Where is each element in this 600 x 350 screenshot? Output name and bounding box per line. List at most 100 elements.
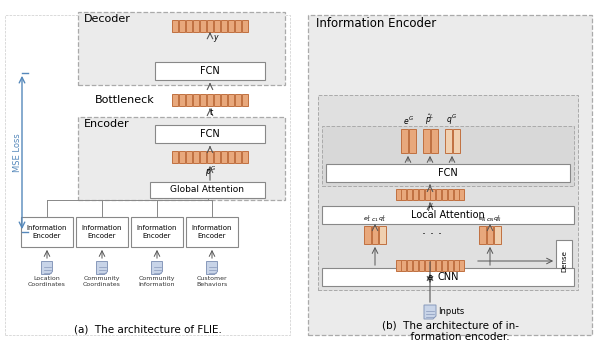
Bar <box>454 189 458 199</box>
Bar <box>318 95 578 290</box>
Bar <box>207 20 213 32</box>
Bar <box>228 20 234 32</box>
Bar <box>214 94 220 106</box>
Bar <box>242 20 248 32</box>
Text: $\hat{p}^L$: $\hat{p}^L$ <box>425 113 435 127</box>
Bar <box>155 125 265 143</box>
Bar <box>214 151 220 163</box>
Bar <box>379 226 386 244</box>
Bar <box>413 259 418 271</box>
Text: Information
Encoder: Information Encoder <box>27 225 67 238</box>
Text: Dense: Dense <box>561 250 567 272</box>
Bar <box>5 15 290 335</box>
Bar <box>235 94 241 106</box>
Bar <box>207 94 213 106</box>
Bar <box>78 117 285 200</box>
Text: $q^G$: $q^G$ <box>446 113 458 127</box>
Bar <box>326 164 570 182</box>
Bar <box>419 189 424 199</box>
Bar <box>186 217 238 247</box>
Text: (a)  The architecture of FLIE.: (a) The architecture of FLIE. <box>74 325 222 335</box>
Polygon shape <box>41 261 53 274</box>
Bar <box>172 151 178 163</box>
Bar <box>200 151 206 163</box>
Bar <box>436 189 441 199</box>
Bar <box>221 151 227 163</box>
Text: $c_1$: $c_1$ <box>371 216 379 224</box>
Bar <box>448 259 453 271</box>
Text: MSE Loss: MSE Loss <box>13 133 22 172</box>
Text: Community
Coordinates: Community Coordinates <box>83 276 121 287</box>
Bar <box>425 259 430 271</box>
Bar <box>179 94 185 106</box>
Polygon shape <box>151 261 163 274</box>
Bar <box>228 151 234 163</box>
Text: (b)  The architecture of in-
      formation encoder.: (b) The architecture of in- formation en… <box>382 320 518 342</box>
Text: $p^G$: $p^G$ <box>205 165 217 180</box>
Text: FCN: FCN <box>200 66 220 76</box>
Bar <box>430 189 436 199</box>
Bar <box>242 151 248 163</box>
Bar <box>364 226 371 244</box>
Bar <box>452 129 460 153</box>
Text: Bottleneck: Bottleneck <box>95 95 155 105</box>
Polygon shape <box>97 261 107 274</box>
Bar <box>207 151 213 163</box>
Bar <box>407 189 412 199</box>
Bar <box>422 129 430 153</box>
Text: $r^L$: $r^L$ <box>427 202 435 215</box>
Bar <box>235 20 241 32</box>
Bar <box>431 129 437 153</box>
Text: · · ·: · · · <box>422 229 443 241</box>
Bar <box>186 151 192 163</box>
Bar <box>235 151 241 163</box>
Text: Decoder: Decoder <box>84 14 131 24</box>
Text: $e^G$: $e^G$ <box>403 114 413 127</box>
Text: $e_N^L$: $e_N^L$ <box>478 213 487 224</box>
Bar <box>179 151 185 163</box>
Bar <box>322 126 574 186</box>
Bar <box>430 259 436 271</box>
Text: CNN: CNN <box>437 272 459 282</box>
Bar <box>193 151 199 163</box>
Bar <box>436 259 441 271</box>
Text: Global Attention: Global Attention <box>170 186 245 195</box>
Bar <box>186 94 192 106</box>
Bar <box>401 259 406 271</box>
Polygon shape <box>206 261 218 274</box>
Bar <box>193 20 199 32</box>
Bar <box>322 206 574 224</box>
Bar <box>395 259 401 271</box>
Bar <box>200 20 206 32</box>
Bar <box>76 217 128 247</box>
Text: $e_1^L$: $e_1^L$ <box>364 213 371 224</box>
Bar <box>242 94 248 106</box>
Text: Inputs: Inputs <box>438 308 464 316</box>
Bar <box>407 259 412 271</box>
Text: FCN: FCN <box>200 129 220 139</box>
Text: Information
Encoder: Information Encoder <box>82 225 122 238</box>
Bar <box>460 189 464 199</box>
Bar <box>200 94 206 106</box>
Text: Location
Coordinates: Location Coordinates <box>28 276 66 287</box>
Bar <box>454 259 458 271</box>
Bar <box>460 259 464 271</box>
Text: Customer
Behaviors: Customer Behaviors <box>196 276 227 287</box>
Bar <box>193 94 199 106</box>
Text: FCN: FCN <box>438 168 458 178</box>
Bar <box>395 189 401 199</box>
Bar <box>155 62 265 80</box>
Bar <box>131 217 183 247</box>
Bar <box>445 129 452 153</box>
Bar <box>308 15 592 335</box>
Text: Information Encoder: Information Encoder <box>316 17 436 30</box>
Text: $c_N$: $c_N$ <box>486 216 494 224</box>
Text: Encoder: Encoder <box>84 119 130 129</box>
Bar <box>442 259 447 271</box>
Bar <box>322 268 574 286</box>
Text: Local Attention: Local Attention <box>411 210 485 220</box>
Bar <box>172 94 178 106</box>
Bar <box>179 20 185 32</box>
Text: Information
Encoder: Information Encoder <box>192 225 232 238</box>
Bar <box>372 226 378 244</box>
